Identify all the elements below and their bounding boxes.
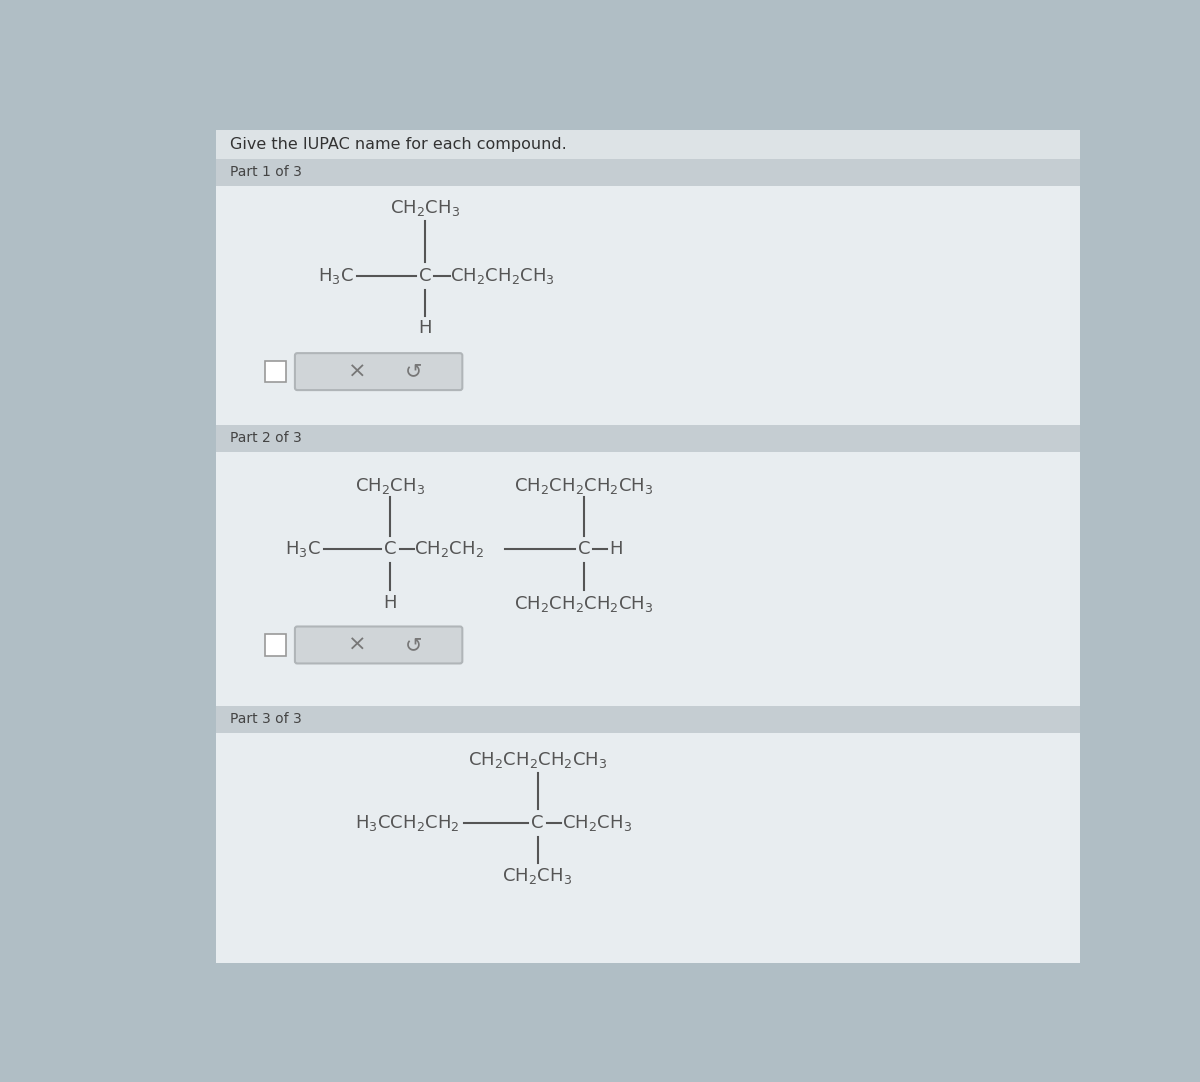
Text: C: C — [577, 541, 590, 558]
Text: $\mathregular{CH_2CH_3}$: $\mathregular{CH_2CH_3}$ — [355, 476, 425, 496]
Text: $\mathregular{CH_2CH_3}$: $\mathregular{CH_2CH_3}$ — [390, 198, 460, 219]
Bar — [216, 130, 1080, 159]
Bar — [265, 360, 287, 382]
Text: Part 2 of 3: Part 2 of 3 — [230, 431, 301, 445]
Text: Part 1 of 3: Part 1 of 3 — [230, 166, 301, 180]
FancyBboxPatch shape — [295, 626, 462, 663]
Text: ↺: ↺ — [404, 635, 422, 655]
Text: C: C — [384, 541, 396, 558]
Text: $\mathregular{CH_2CH_3}$: $\mathregular{CH_2CH_3}$ — [563, 813, 632, 833]
Bar — [265, 634, 287, 656]
Text: $\mathregular{CH_2CH_3}$: $\mathregular{CH_2CH_3}$ — [503, 866, 572, 886]
Bar — [216, 733, 1080, 963]
Text: ×: × — [348, 635, 367, 655]
Text: H: H — [384, 594, 397, 612]
Text: $\mathregular{H_3C}$: $\mathregular{H_3C}$ — [284, 540, 320, 559]
Bar — [216, 159, 1080, 186]
Text: C: C — [532, 814, 544, 832]
Text: Give the IUPAC name for each compound.: Give the IUPAC name for each compound. — [230, 137, 566, 151]
Text: $\mathregular{H_3CCH_2CH_2}$: $\mathregular{H_3CCH_2CH_2}$ — [355, 813, 460, 833]
Bar — [216, 451, 1080, 705]
Text: ×: × — [348, 361, 367, 382]
Text: $\mathregular{CH_2CH_2}$: $\mathregular{CH_2CH_2}$ — [414, 540, 484, 559]
Bar — [216, 425, 1080, 451]
Text: H: H — [419, 319, 432, 338]
Bar — [216, 705, 1080, 733]
Text: H: H — [610, 541, 623, 558]
FancyBboxPatch shape — [295, 353, 462, 391]
Text: $\mathregular{CH_2CH_2CH_2CH_3}$: $\mathregular{CH_2CH_2CH_2CH_3}$ — [514, 594, 654, 615]
Text: Part 3 of 3: Part 3 of 3 — [230, 712, 301, 726]
Text: $\mathregular{CH_2CH_2CH_2CH_3}$: $\mathregular{CH_2CH_2CH_2CH_3}$ — [514, 476, 654, 496]
Text: $\mathregular{CH_2CH_2CH_2CH_3}$: $\mathregular{CH_2CH_2CH_2CH_3}$ — [468, 751, 607, 770]
Text: $\mathregular{H_3C}$: $\mathregular{H_3C}$ — [318, 266, 354, 286]
Text: C: C — [419, 267, 431, 286]
Bar — [150, 130, 216, 963]
Text: $\mathregular{CH_2CH_2CH_3}$: $\mathregular{CH_2CH_2CH_3}$ — [450, 266, 554, 286]
Bar — [216, 186, 1080, 425]
Text: ↺: ↺ — [404, 361, 422, 382]
